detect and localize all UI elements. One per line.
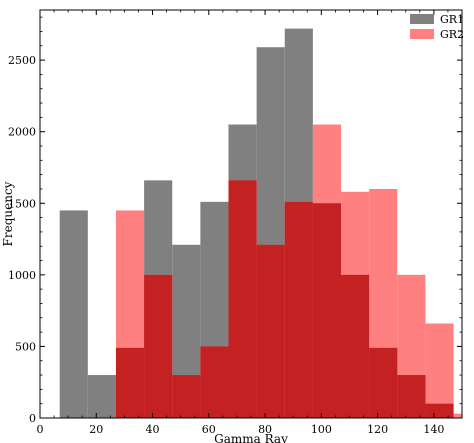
bar-overlap xyxy=(228,180,257,418)
x-tick-label: 20 xyxy=(89,423,103,436)
x-tick-label: 40 xyxy=(146,423,160,436)
x-tick-label: 80 xyxy=(258,423,272,436)
bar-gr1 xyxy=(59,210,88,418)
bar-overlap xyxy=(172,375,201,418)
x-tick-label: 120 xyxy=(367,423,388,436)
y-tick-label: 1000 xyxy=(8,269,36,282)
bar-overlap xyxy=(369,347,398,418)
bar-overlap xyxy=(312,203,342,418)
bar-overlap xyxy=(144,274,173,418)
legend-label-gr1: GR1 xyxy=(440,13,464,26)
plot-area xyxy=(39,9,463,419)
x-tick-label: 100 xyxy=(311,423,332,436)
bar-overlap xyxy=(256,244,285,418)
legend-swatch-gr1 xyxy=(410,14,434,24)
bar-overlap xyxy=(115,347,145,418)
bar-overlap xyxy=(200,346,229,418)
bar-gr2 xyxy=(425,323,454,418)
y-tick-label: 500 xyxy=(15,340,36,353)
x-tick-label: 140 xyxy=(423,423,444,436)
bar-overlap xyxy=(341,274,370,418)
legend-swatch-gr2 xyxy=(410,29,434,39)
y-axis-ticks: 0 500 1000 1500 2000 2500 xyxy=(8,16,462,425)
series-overlap-bars xyxy=(115,180,454,418)
bar-gr2 xyxy=(453,413,462,418)
y-tick-label: 1500 xyxy=(8,197,36,210)
bar-overlap xyxy=(425,403,454,418)
legend: GR1 GR2 xyxy=(410,13,464,41)
y-tick-label: 2500 xyxy=(8,54,36,67)
y-tick-label: 2000 xyxy=(8,126,36,139)
y-axis-label: Frequency xyxy=(1,181,15,246)
bar-overlap xyxy=(397,375,426,418)
y-tick-label: 0 xyxy=(29,412,36,425)
x-tick-label: 0 xyxy=(37,423,44,436)
bar-gr1 xyxy=(87,375,116,418)
x-axis-label: Gamma Ray xyxy=(214,432,288,443)
bar-overlap xyxy=(284,201,313,418)
x-axis-ticks: 0 20 40 60 80 100 120 140 xyxy=(37,10,449,436)
x-tick-label: 60 xyxy=(202,423,216,436)
legend-label-gr2: GR2 xyxy=(440,28,464,41)
